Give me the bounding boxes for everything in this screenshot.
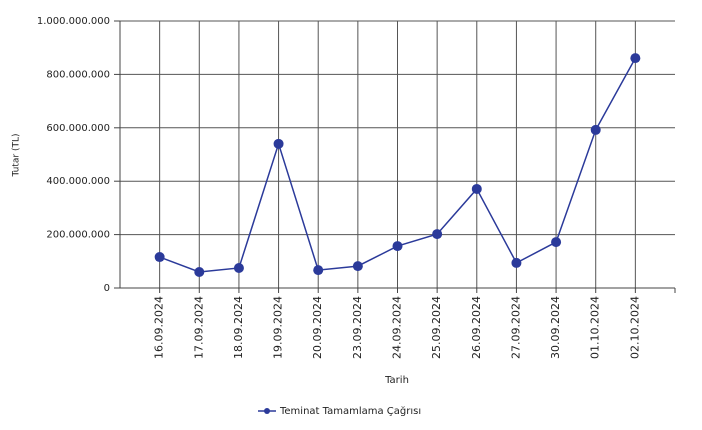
x-tick-label: 20.09.2024 — [311, 296, 324, 359]
x-tick-label: 26.09.2024 — [470, 296, 483, 359]
data-point — [233, 262, 244, 273]
data-point — [551, 237, 562, 248]
data-point — [194, 266, 205, 277]
x-tick-label: 25.09.2024 — [430, 296, 443, 359]
x-tick-label: 24.09.2024 — [391, 296, 404, 359]
data-point — [471, 183, 482, 194]
x-tick-label: 01.10.2024 — [589, 296, 602, 359]
x-tick-label: 19.09.2024 — [272, 296, 285, 359]
y-tick-label: 200.000.000 — [46, 230, 110, 241]
x-tick-label: 27.09.2024 — [509, 296, 522, 359]
data-point — [511, 257, 522, 268]
x-tick-label: 17.09.2024 — [192, 296, 205, 359]
data-point — [590, 124, 601, 135]
data-point — [273, 138, 284, 149]
x-tick-label: 16.09.2024 — [153, 296, 166, 359]
x-tick-label: 23.09.2024 — [351, 296, 364, 359]
data-point — [352, 261, 363, 272]
legend-label: Teminat Tamamlama Çağrısı — [279, 405, 421, 417]
x-axis-label: Tarih — [384, 375, 409, 386]
data-point — [392, 241, 403, 252]
data-point — [154, 252, 165, 263]
y-tick-label: 0 — [104, 283, 110, 294]
legend-marker — [264, 408, 270, 414]
y-tick-label: 400.000.000 — [46, 176, 110, 187]
y-tick-label: 600.000.000 — [46, 123, 110, 134]
y-tick-label: 800.000.000 — [46, 69, 110, 80]
x-tick-label: 18.09.2024 — [232, 296, 245, 359]
data-point — [630, 53, 641, 64]
data-point — [432, 229, 443, 240]
x-tick-label: 30.09.2024 — [549, 296, 562, 359]
y-axis-label: Tutar (TL) — [12, 134, 22, 178]
data-point — [313, 265, 324, 276]
x-tick-label: 02.10.2024 — [628, 296, 641, 359]
y-tick-label: 1.000.000.000 — [37, 16, 110, 27]
